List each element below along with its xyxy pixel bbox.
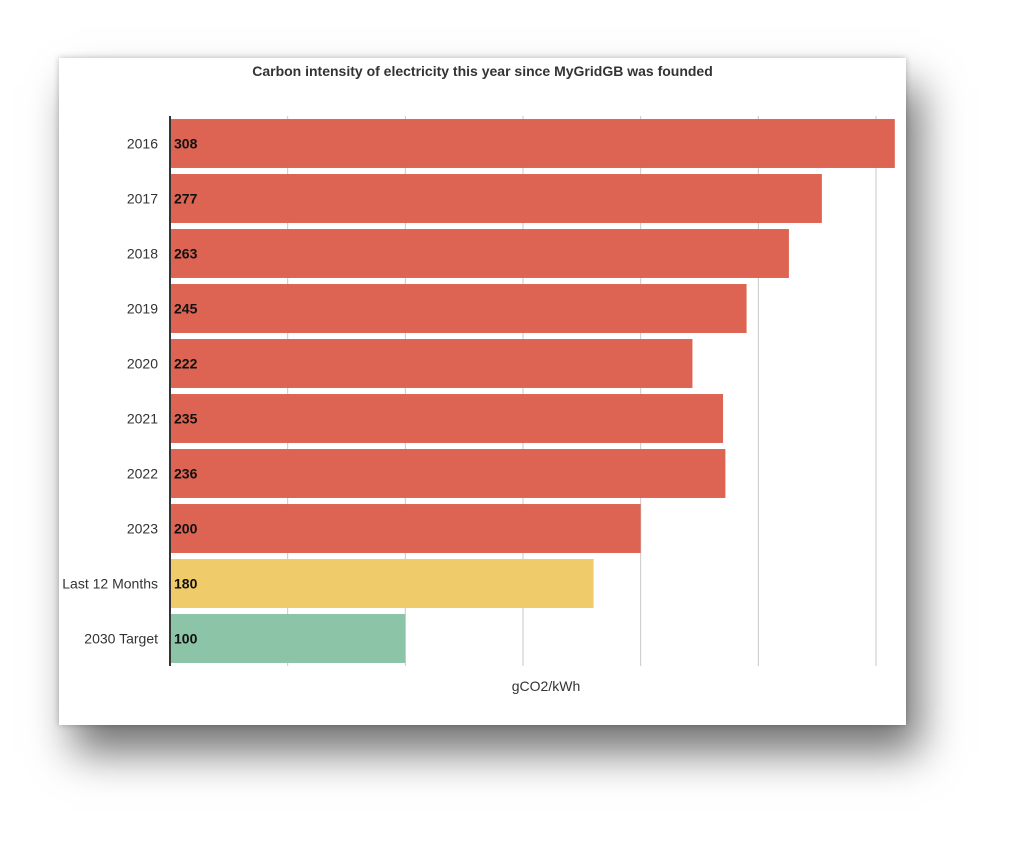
category-label: 2017	[127, 191, 158, 207]
chart-card: Carbon intensity of electricity this yea…	[59, 58, 906, 725]
category-label: 2018	[127, 246, 158, 262]
value-label: 180	[174, 576, 198, 592]
category-label: 2019	[127, 301, 158, 317]
value-label: 100	[174, 631, 198, 647]
bar-chart: 2016 2017 2018 2019 2020 2021 2022 2023 Last 12 …	[62, 116, 895, 694]
bar	[170, 559, 594, 608]
value-label: 235	[174, 411, 198, 427]
bar	[170, 394, 724, 443]
bar	[170, 449, 726, 498]
value-label: 245	[174, 301, 198, 317]
value-label: 200	[174, 521, 198, 537]
value-label: 263	[174, 246, 198, 262]
value-label: 308	[174, 136, 198, 152]
x-axis-title: gCO2/kWh	[512, 678, 580, 694]
value-label: 222	[174, 356, 198, 372]
bar	[170, 119, 895, 168]
category-label: 2016	[127, 136, 158, 152]
bar	[170, 339, 693, 388]
bar	[170, 504, 641, 553]
bar	[170, 614, 406, 663]
chart-title: Carbon intensity of electricity this yea…	[252, 63, 713, 79]
category-label: 2021	[127, 411, 158, 427]
category-label: 2030 Target	[84, 631, 158, 647]
bar	[170, 229, 789, 278]
category-label: 2023	[127, 521, 158, 537]
bars	[170, 119, 895, 663]
category-labels: 2016 2017 2018 2019 2020 2021 2022 2023 Last 12 …	[62, 136, 158, 647]
category-label: 2020	[127, 356, 158, 372]
value-labels: 308 277 263 245 222 235 236 200 180 100	[174, 136, 198, 647]
value-label: 277	[174, 191, 198, 207]
bar	[170, 174, 822, 223]
bar	[170, 284, 747, 333]
category-label: 2022	[127, 466, 158, 482]
value-label: 236	[174, 466, 198, 482]
category-label: Last 12 Months	[62, 576, 158, 592]
